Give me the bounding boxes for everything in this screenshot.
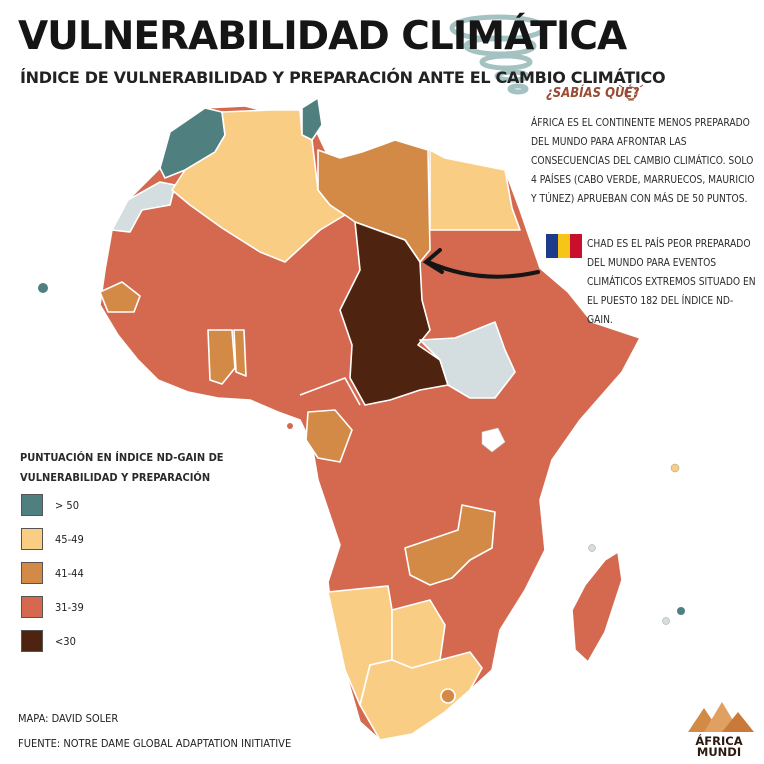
legend-item: 45-49 xyxy=(21,528,84,550)
country-madagascar xyxy=(571,551,623,663)
lightbulb-icon xyxy=(618,79,644,101)
country-egypt xyxy=(429,149,521,231)
legend-item: 31-39 xyxy=(21,596,84,618)
country-tunisia xyxy=(301,97,323,141)
chad-note: CHAD ES EL PAÍS PEOR PREPARADO DEL MUNDO… xyxy=(587,239,756,326)
legend: > 50 45-49 41-44 31-39 <30 xyxy=(21,494,84,664)
country-zambia xyxy=(404,504,496,586)
map-credit: MAPA: DAVID SOLER xyxy=(18,712,119,725)
legend-title: PUNTUACIÓN EN ÍNDICE ND-GAIN DE VULNERAB… xyxy=(20,451,224,484)
island-cape-verde xyxy=(38,283,48,293)
legend-label: 45-49 xyxy=(55,532,84,546)
fact-text: ÁFRICA ES EL CONTINENTE MENOS PREPARADO … xyxy=(531,118,755,205)
page-title: VULNERABILIDAD CLIMÁTICA xyxy=(18,14,627,59)
fact-title: ¿SABÍAS QUÉ? xyxy=(546,86,640,101)
legend-label: > 50 xyxy=(55,498,80,512)
chad-flag-icon xyxy=(546,234,582,258)
logo-line2: MUNDI xyxy=(696,745,742,759)
legend-item: <30 xyxy=(21,630,84,652)
island-mauritius xyxy=(677,607,685,615)
page-subtitle: ÍNDICE DE VULNERABILIDAD Y PREPARACIÓN A… xyxy=(20,68,666,87)
logo: ÁFRICA MUNDI xyxy=(684,702,754,760)
country-ghana xyxy=(207,329,236,385)
island-comoros xyxy=(588,544,596,552)
legend-label: 31-39 xyxy=(55,600,84,614)
logo-line1: ÁFRICA xyxy=(695,734,743,748)
arrow-icon xyxy=(422,248,540,279)
country-south-africa xyxy=(359,651,483,741)
country-gabon xyxy=(305,409,353,463)
legend-swatch xyxy=(21,528,43,550)
tornado-icon xyxy=(449,14,547,95)
country-south-sudan xyxy=(419,321,516,399)
legend-swatch xyxy=(21,562,43,584)
logo-mountains xyxy=(688,702,754,732)
country-senegal xyxy=(99,281,141,313)
legend-swatch xyxy=(21,596,43,618)
legend-label: <30 xyxy=(55,634,76,648)
legend-label: 41-44 xyxy=(55,566,84,580)
island-sao-tome xyxy=(287,423,293,429)
legend-item: > 50 xyxy=(21,494,84,516)
island-seychelles xyxy=(670,463,680,473)
legend-item: 41-44 xyxy=(21,562,84,584)
country-togo xyxy=(233,329,247,377)
country-chad xyxy=(339,221,449,406)
country-lesotho xyxy=(440,688,456,704)
island-reunion xyxy=(662,617,670,625)
region-western-sahara xyxy=(111,181,176,233)
country-botswana xyxy=(391,599,446,669)
source-credit: FUENTE: NOTRE DAME GLOBAL ADAPTATION INI… xyxy=(18,737,292,750)
legend-swatch xyxy=(21,494,43,516)
legend-swatch xyxy=(21,630,43,652)
